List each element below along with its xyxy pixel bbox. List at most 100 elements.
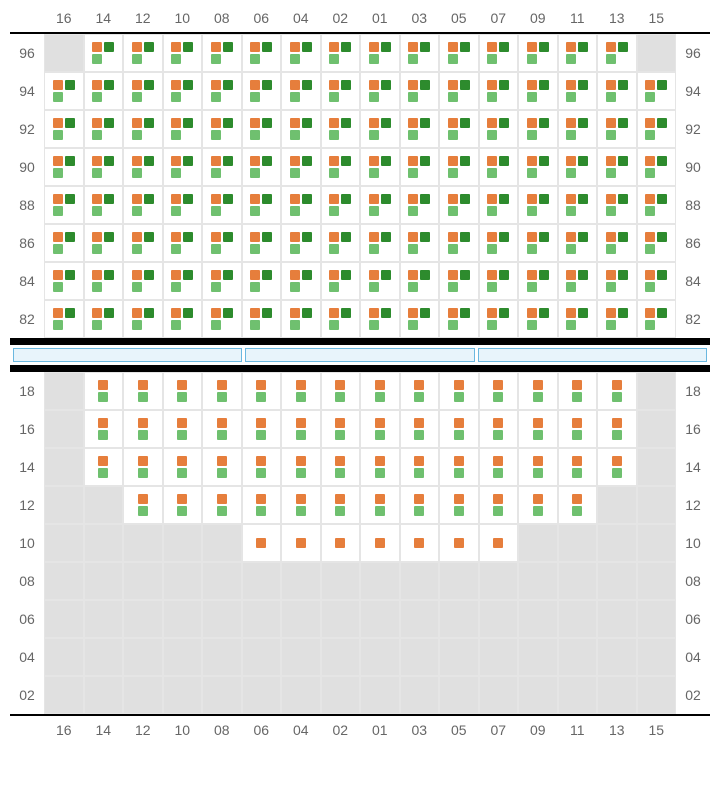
seat-cell[interactable] [439, 372, 479, 410]
seat-cell[interactable] [242, 486, 282, 524]
seat-cell[interactable] [242, 300, 282, 338]
seat-cell[interactable] [637, 148, 677, 186]
seat-cell[interactable] [242, 262, 282, 300]
seat-cell[interactable] [637, 300, 677, 338]
seat-cell[interactable] [242, 372, 282, 410]
seat-cell[interactable] [518, 72, 558, 110]
seat-cell[interactable] [558, 34, 598, 72]
seat-cell[interactable] [123, 186, 163, 224]
seat-cell[interactable] [84, 186, 124, 224]
seat-cell[interactable] [400, 34, 440, 72]
seat-cell[interactable] [281, 148, 321, 186]
seat-cell[interactable] [597, 110, 637, 148]
seat-cell[interactable] [400, 372, 440, 410]
seat-cell[interactable] [202, 148, 242, 186]
seat-cell[interactable] [597, 148, 637, 186]
seat-cell[interactable] [321, 300, 361, 338]
seat-cell[interactable] [321, 110, 361, 148]
seat-cell[interactable] [281, 448, 321, 486]
seat-cell[interactable] [123, 262, 163, 300]
seat-cell[interactable] [479, 148, 519, 186]
seat-cell[interactable] [123, 224, 163, 262]
seat-cell[interactable] [597, 34, 637, 72]
seat-cell[interactable] [44, 72, 84, 110]
seat-cell[interactable] [321, 410, 361, 448]
seat-cell[interactable] [242, 72, 282, 110]
seat-cell[interactable] [321, 186, 361, 224]
seat-cell[interactable] [123, 300, 163, 338]
seat-cell[interactable] [637, 224, 677, 262]
seat-cell[interactable] [321, 486, 361, 524]
seat-cell[interactable] [558, 186, 598, 224]
seat-cell[interactable] [242, 148, 282, 186]
seat-cell[interactable] [360, 410, 400, 448]
seat-cell[interactable] [281, 224, 321, 262]
seat-cell[interactable] [242, 410, 282, 448]
seat-cell[interactable] [321, 34, 361, 72]
seat-cell[interactable] [281, 186, 321, 224]
seat-cell[interactable] [84, 448, 124, 486]
seat-cell[interactable] [84, 262, 124, 300]
seat-cell[interactable] [479, 410, 519, 448]
seat-cell[interactable] [400, 72, 440, 110]
seat-cell[interactable] [84, 34, 124, 72]
seat-cell[interactable] [597, 186, 637, 224]
seat-cell[interactable] [637, 186, 677, 224]
seat-cell[interactable] [558, 410, 598, 448]
seat-cell[interactable] [281, 300, 321, 338]
seat-cell[interactable] [360, 300, 400, 338]
seat-cell[interactable] [400, 148, 440, 186]
seat-cell[interactable] [479, 72, 519, 110]
seat-cell[interactable] [479, 486, 519, 524]
seat-cell[interactable] [479, 300, 519, 338]
seat-cell[interactable] [479, 34, 519, 72]
seat-cell[interactable] [400, 410, 440, 448]
seat-cell[interactable] [202, 300, 242, 338]
seat-cell[interactable] [597, 224, 637, 262]
seat-cell[interactable] [281, 524, 321, 562]
seat-cell[interactable] [360, 448, 400, 486]
seat-cell[interactable] [242, 110, 282, 148]
seat-cell[interactable] [558, 372, 598, 410]
seat-cell[interactable] [163, 300, 203, 338]
seat-cell[interactable] [597, 300, 637, 338]
seat-cell[interactable] [281, 486, 321, 524]
seat-cell[interactable] [281, 410, 321, 448]
seat-cell[interactable] [44, 262, 84, 300]
seat-cell[interactable] [637, 262, 677, 300]
seat-cell[interactable] [84, 110, 124, 148]
seat-cell[interactable] [84, 410, 124, 448]
seat-cell[interactable] [637, 110, 677, 148]
seat-cell[interactable] [400, 110, 440, 148]
seat-cell[interactable] [242, 524, 282, 562]
seat-cell[interactable] [360, 262, 400, 300]
seat-cell[interactable] [597, 448, 637, 486]
seat-cell[interactable] [44, 224, 84, 262]
seat-cell[interactable] [360, 486, 400, 524]
seat-cell[interactable] [360, 148, 400, 186]
seat-cell[interactable] [479, 372, 519, 410]
seat-cell[interactable] [202, 224, 242, 262]
seat-cell[interactable] [163, 448, 203, 486]
seat-cell[interactable] [44, 186, 84, 224]
seat-cell[interactable] [518, 262, 558, 300]
seat-cell[interactable] [321, 372, 361, 410]
seat-cell[interactable] [321, 148, 361, 186]
seat-cell[interactable] [202, 34, 242, 72]
seat-cell[interactable] [163, 410, 203, 448]
seat-cell[interactable] [321, 448, 361, 486]
seat-cell[interactable] [400, 300, 440, 338]
seat-cell[interactable] [479, 448, 519, 486]
seat-cell[interactable] [597, 410, 637, 448]
seat-cell[interactable] [518, 300, 558, 338]
seat-cell[interactable] [439, 486, 479, 524]
seat-cell[interactable] [202, 262, 242, 300]
seat-cell[interactable] [84, 72, 124, 110]
seat-cell[interactable] [163, 372, 203, 410]
seat-cell[interactable] [439, 34, 479, 72]
seat-cell[interactable] [439, 186, 479, 224]
seat-cell[interactable] [558, 110, 598, 148]
seat-cell[interactable] [439, 448, 479, 486]
seat-cell[interactable] [439, 300, 479, 338]
seat-cell[interactable] [439, 524, 479, 562]
